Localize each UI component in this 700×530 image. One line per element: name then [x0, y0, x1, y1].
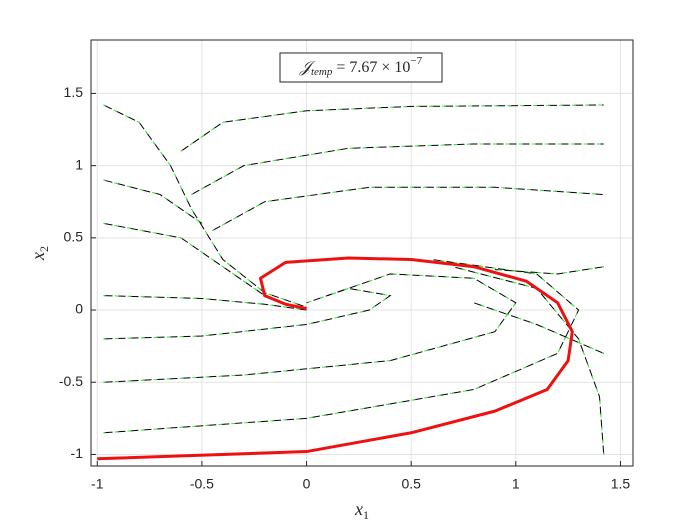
y-tick-label: 0.5: [64, 229, 84, 245]
x-tick-label: 1.5: [611, 476, 631, 492]
plot-area: [91, 40, 633, 466]
trajectory: [97, 256, 574, 461]
annotation-exponent: −7: [410, 55, 422, 67]
streamline: [103, 259, 580, 434]
annotation-text: = 7.67 × 10: [332, 59, 410, 76]
streamline-overlay: [103, 222, 265, 297]
y-label-subscript: 2: [37, 246, 51, 252]
y-tick-label: 1.5: [64, 84, 84, 100]
axes-box: [90, 39, 634, 467]
streamlines: [97, 104, 605, 461]
x-tick-label: -0.5: [190, 476, 214, 492]
y-tick-label: 1: [75, 156, 83, 172]
x-axis-label: x1: [354, 499, 369, 522]
streamline-overlay: [473, 302, 604, 354]
streamline-overlay: [452, 266, 605, 455]
y-axis-label: x2: [28, 246, 51, 261]
streamline-overlay: [103, 295, 307, 311]
x-tick-label: -1: [91, 476, 104, 492]
streamline: [180, 104, 604, 152]
streamline-overlay: [212, 186, 604, 232]
x-tick-label: 0.5: [401, 476, 421, 492]
streamline: [103, 273, 517, 383]
streamline-overlay: [103, 104, 307, 308]
streamline: [103, 287, 392, 340]
x-label-subscript: 1: [363, 508, 369, 522]
y-tick-label: -1: [71, 445, 84, 461]
x-tick-label: 0: [303, 476, 311, 492]
annotation-box: [279, 52, 443, 83]
x-tick-label: 1: [512, 476, 520, 492]
annotation-subscript: temp: [311, 66, 333, 78]
x-label-text: x: [354, 499, 363, 519]
y-label-text: x: [28, 252, 48, 261]
y-tick-label: -0.5: [59, 373, 83, 389]
y-tick-label: 0: [75, 301, 83, 317]
streamline: [452, 266, 605, 455]
streamline-overlay: [191, 143, 604, 195]
streamline-overlay: [103, 179, 203, 224]
streamline: [494, 266, 604, 275]
